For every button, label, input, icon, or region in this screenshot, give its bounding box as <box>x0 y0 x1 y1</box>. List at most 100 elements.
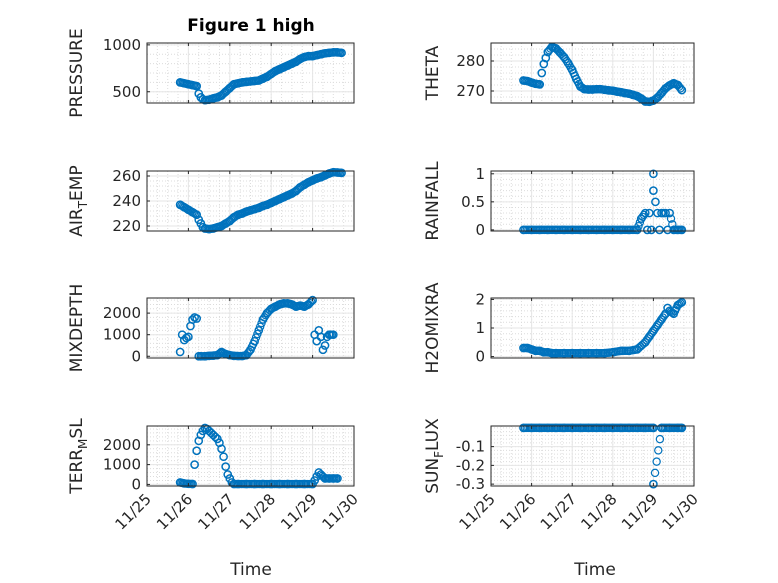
axes-box <box>146 297 355 359</box>
x-tick-label: 11/30 <box>319 490 362 533</box>
y-axis-label: THETA <box>423 45 443 101</box>
x-tick-label: 11/27 <box>194 490 237 533</box>
data-point <box>219 452 228 462</box>
data-point-trace <box>186 479 196 489</box>
data-point-trace <box>533 225 543 235</box>
data-point-trace <box>305 298 315 308</box>
data-point-trace <box>557 49 566 59</box>
x-tick-label: 11/25 <box>456 490 499 533</box>
data-point-trace <box>615 423 624 433</box>
y-tick-label: 0 <box>475 348 485 366</box>
data-point-trace <box>582 423 592 433</box>
data-point-trace <box>672 225 681 235</box>
data-point-trace <box>606 423 616 433</box>
data-point-trace <box>676 84 685 93</box>
data-point-trace <box>264 71 273 81</box>
data-point-trace <box>637 340 647 350</box>
data-point-trace <box>615 225 624 235</box>
y-tick-label: -0.3 <box>456 475 485 493</box>
data-point-trace <box>542 423 551 433</box>
figure-title: Figure 1 high <box>187 16 315 36</box>
data-point-trace <box>671 423 681 433</box>
data-point-trace <box>654 319 664 328</box>
y-tick-label: 1000 <box>103 326 141 344</box>
y-tick-label: 0.5 <box>461 193 485 211</box>
data-point-trace <box>676 299 685 308</box>
axes-box <box>490 42 695 104</box>
data-point-trace <box>582 348 592 358</box>
data-point-trace <box>253 329 262 339</box>
data-point <box>190 460 199 469</box>
subplot-3: 220 240 260 AIRTEMP <box>67 165 355 237</box>
y-tick-label: 2000 <box>103 304 141 322</box>
data-point-trace <box>623 346 632 356</box>
data-point-trace <box>336 168 345 177</box>
y-tick-label: -0.1 <box>456 438 485 456</box>
data-point-trace <box>590 225 600 235</box>
data-point-trace <box>646 330 655 339</box>
data-point-trace <box>331 474 341 483</box>
subplot-5: 0 1000 2000 MIXDEPTH <box>67 284 355 372</box>
data-point-trace <box>189 208 199 218</box>
y-axis-label: RAINFALL <box>423 161 443 241</box>
data-point-trace <box>562 56 571 66</box>
data-point-trace <box>525 225 535 235</box>
axes-box <box>490 170 695 232</box>
data-point-trace <box>525 423 535 433</box>
data-point <box>221 462 231 471</box>
y-tick-label: 1000 <box>103 36 141 54</box>
data-point-trace <box>590 423 600 433</box>
data-point-trace <box>574 348 583 358</box>
data-point <box>661 208 670 218</box>
data-point-trace <box>243 349 252 358</box>
data-point <box>184 332 193 342</box>
data-point-trace <box>674 82 684 91</box>
data-point-trace <box>331 48 341 57</box>
data-point <box>254 326 264 335</box>
y-axis-label: SUNFLUX <box>423 418 446 494</box>
data-point <box>649 479 658 489</box>
data-point-trace <box>666 214 676 223</box>
data-point-trace <box>558 348 567 358</box>
data-point-trace <box>550 348 559 358</box>
data-point-trace <box>306 479 316 489</box>
data-point-trace <box>550 225 559 235</box>
data-point <box>649 169 658 179</box>
data-point-trace <box>265 306 275 315</box>
subplot-1: 500 1000 PRESSURE <box>67 28 355 118</box>
axes-box <box>146 425 355 487</box>
data-point <box>308 295 317 305</box>
data-point-trace <box>674 299 684 309</box>
data-point <box>651 197 660 207</box>
y-tick-label: 270 <box>456 82 485 100</box>
data-point-trace <box>634 221 643 231</box>
data-point-trace <box>566 423 575 433</box>
data-point <box>175 347 185 357</box>
y-axis-label: AIRTEMP <box>67 165 90 236</box>
data-point-trace <box>654 446 663 455</box>
data-point-trace <box>574 225 583 235</box>
x-tick-label: 11/27 <box>537 490 580 533</box>
data-point-trace <box>534 79 543 89</box>
x-tick-label: 11/29 <box>277 490 320 533</box>
data-point-trace <box>236 351 246 361</box>
data-point-trace <box>639 210 649 220</box>
data-point-trace <box>639 423 648 433</box>
y-axis-label: H2OMIXRA <box>423 282 443 373</box>
data-point <box>217 444 226 454</box>
data-point-trace <box>598 348 608 358</box>
data-point <box>316 332 326 342</box>
data-point-trace <box>251 333 261 342</box>
data-point-trace <box>650 468 660 478</box>
y-axis-label: TERRMSL <box>67 418 90 495</box>
data-point <box>318 345 328 355</box>
data-point-trace <box>244 347 254 356</box>
data-point-trace <box>561 54 570 64</box>
y-tick-label: 0 <box>131 347 141 365</box>
data-point <box>192 446 202 456</box>
data-point <box>653 208 662 218</box>
data-point-trace <box>647 423 656 433</box>
